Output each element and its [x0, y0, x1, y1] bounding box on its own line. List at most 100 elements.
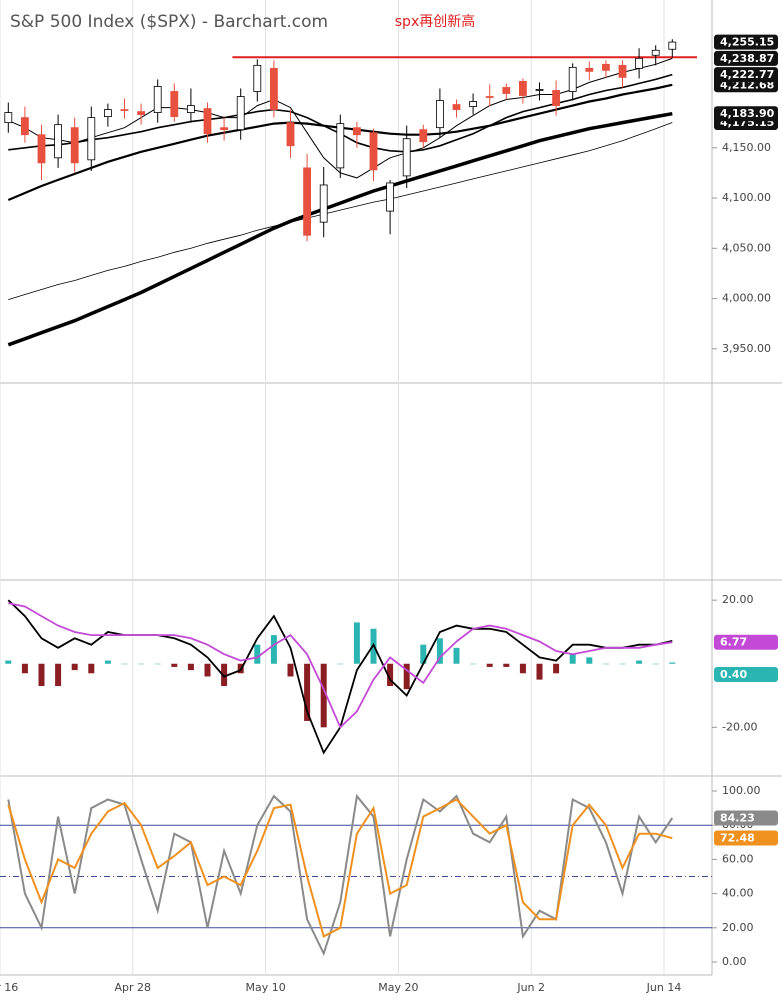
x-tick-label: Apr 28 — [115, 981, 152, 994]
candle-body — [137, 111, 146, 115]
y-tick-label: 4,150.00 — [722, 141, 771, 154]
end-label: 4,222.77 — [720, 68, 774, 81]
candle-body — [319, 184, 328, 223]
histogram-bar — [353, 622, 360, 664]
moving-average — [7, 111, 673, 347]
candle-body — [469, 101, 478, 107]
end-label-box — [714, 634, 778, 650]
candle-body — [435, 100, 444, 129]
candle-body — [568, 66, 577, 92]
end-label: 4,183.90 — [720, 107, 775, 120]
histogram-bar — [470, 663, 477, 665]
end-label-box — [714, 34, 778, 50]
histogram-bar — [304, 663, 311, 721]
x-tick-label: Apr 16 — [0, 981, 18, 994]
histogram-bar — [187, 663, 194, 671]
y-tick-label: 20.00 — [722, 921, 754, 934]
x-tick-label: May 20 — [378, 981, 418, 994]
candle-body — [651, 49, 660, 56]
end-label-box — [714, 666, 778, 682]
candle-body — [20, 117, 29, 136]
candle-body — [502, 87, 511, 94]
candle-body — [104, 109, 112, 118]
candle-body — [236, 96, 245, 131]
moving-average — [8, 122, 673, 300]
histogram-bar — [270, 635, 277, 664]
candle-body — [485, 96, 494, 98]
candle-body — [4, 112, 13, 124]
end-label: 72.48 — [720, 832, 755, 845]
histogram-bar — [154, 663, 161, 665]
y-tick-label: 40.00 — [722, 887, 754, 900]
candle-body — [452, 104, 461, 110]
histogram-bar — [387, 663, 394, 686]
histogram-bar — [320, 663, 327, 728]
end-label-box — [714, 50, 778, 66]
end-label: 4,238.87 — [720, 52, 774, 65]
candle-body — [269, 67, 278, 110]
histogram-bar — [21, 663, 28, 674]
x-tick-label: Jun 14 — [646, 981, 682, 994]
histogram-bar — [204, 663, 211, 677]
histogram-bar — [569, 654, 576, 664]
histogram-bar — [586, 657, 593, 664]
candle-body — [668, 41, 677, 50]
y-tick-label: 20.00 — [722, 593, 754, 606]
candle-body — [220, 127, 229, 131]
plot-layer — [0, 0, 712, 975]
histogram-bar — [171, 663, 178, 667]
annotation: spx再创新高 — [395, 13, 475, 30]
histogram-bar — [453, 647, 460, 664]
macd-line — [8, 602, 673, 729]
histogram-bar — [619, 663, 626, 665]
y-tick-label: 100.00 — [722, 784, 761, 797]
histogram-bar — [503, 663, 510, 667]
y-tick-label: 4,000.00 — [722, 292, 771, 305]
y-tick-label: 3,950.00 — [722, 342, 771, 355]
candle-body — [602, 63, 610, 71]
histogram-bar — [88, 663, 95, 674]
candle-body — [70, 127, 79, 164]
histogram-bar — [636, 660, 643, 664]
candle-body — [54, 124, 62, 159]
histogram-bar — [403, 663, 410, 690]
y-tick-label: 0.00 — [722, 955, 747, 968]
candle-body — [303, 167, 312, 236]
histogram-bar — [55, 663, 62, 686]
y-tick-label: 4,050.00 — [722, 241, 771, 254]
candle-body — [552, 90, 560, 106]
end-label: 84.23 — [720, 811, 755, 824]
end-label-box — [714, 67, 778, 83]
candle-body — [153, 86, 162, 113]
histogram-bar — [486, 663, 493, 667]
histogram-bar — [71, 663, 78, 671]
candle-body — [336, 123, 345, 169]
histogram-bar — [652, 663, 659, 665]
end-label-box — [714, 810, 778, 826]
candle-body — [402, 138, 411, 177]
y-tick-label: 60.00 — [722, 852, 754, 865]
candle-body — [286, 122, 295, 147]
histogram-bar — [38, 663, 45, 686]
candle-body — [535, 89, 544, 91]
histogram-bar — [337, 663, 344, 665]
candle-body — [203, 108, 212, 135]
histogram-bar — [519, 663, 526, 674]
histogram-bar — [5, 660, 12, 664]
histogram-bar — [254, 644, 261, 664]
histogram-bar — [138, 663, 145, 665]
end-label-box — [714, 830, 778, 846]
end-label: 4,255.15 — [720, 36, 774, 49]
candle-body — [386, 182, 395, 212]
histogram-bar — [669, 662, 676, 664]
histogram-bar — [436, 638, 443, 664]
candle-body — [37, 134, 46, 164]
histogram-bar — [287, 663, 294, 677]
candle-body — [253, 64, 262, 92]
end-label: 0.40 — [720, 668, 747, 681]
candle-body — [635, 57, 643, 69]
candle-body — [419, 129, 428, 143]
candle-body — [170, 91, 179, 118]
